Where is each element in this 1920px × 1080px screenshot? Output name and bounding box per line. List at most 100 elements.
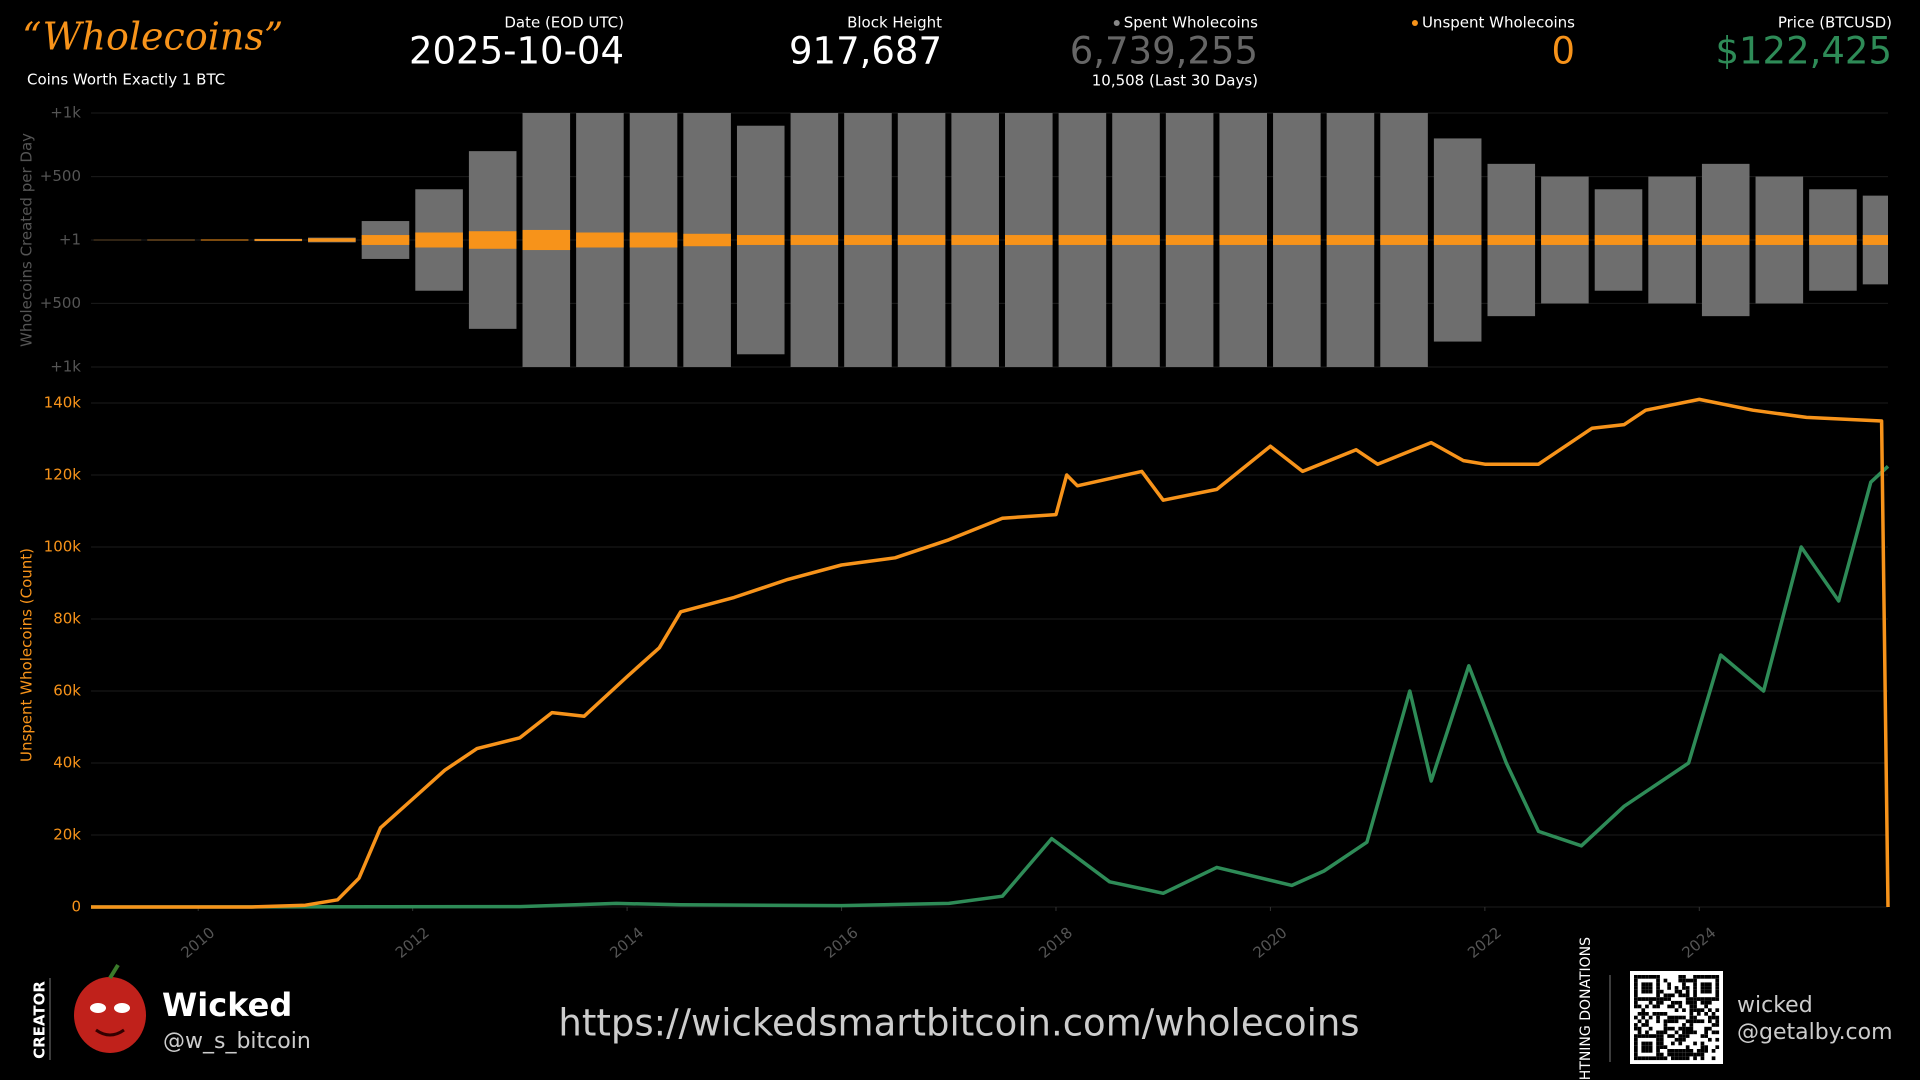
qr-cell bbox=[1674, 986, 1679, 990]
qr-cell bbox=[1682, 986, 1686, 990]
qr-cell bbox=[1637, 1026, 1642, 1031]
qr-cell bbox=[1693, 993, 1697, 998]
qr-cell bbox=[1663, 1023, 1668, 1027]
qr-cell bbox=[1659, 1045, 1664, 1049]
qr-cell bbox=[1656, 975, 1660, 979]
qr-cell bbox=[1682, 993, 1686, 998]
daily-bar bbox=[1273, 235, 1321, 245]
qr-cell bbox=[1645, 986, 1649, 990]
ln-domain: @getalby.com bbox=[1737, 1020, 1893, 1045]
qr-cell bbox=[1645, 1034, 1649, 1038]
daily-bar bbox=[254, 239, 303, 241]
daily-bar bbox=[1380, 235, 1428, 245]
qr-cell bbox=[1715, 1019, 1720, 1024]
qr-cell bbox=[1693, 978, 1697, 983]
qr-cell bbox=[1671, 1034, 1675, 1038]
daily-bar bbox=[468, 231, 517, 249]
qr-cell bbox=[1715, 1015, 1720, 1020]
stat-label: Date (EOD UTC) bbox=[504, 14, 624, 32]
qr-cell bbox=[1637, 997, 1642, 1001]
qr-cell bbox=[1689, 1015, 1694, 1020]
qr-cell bbox=[1693, 1019, 1697, 1024]
qr-cell bbox=[1663, 1045, 1668, 1049]
y-tick-label: +500 bbox=[40, 167, 81, 185]
stat-label: Price (BTCUSD) bbox=[1778, 14, 1892, 32]
qr-cell bbox=[1700, 1056, 1705, 1061]
qr-cell bbox=[1708, 1000, 1712, 1005]
qr-cell bbox=[1652, 1034, 1657, 1038]
stat-label: Block Height bbox=[847, 14, 942, 32]
qr-cell bbox=[1715, 978, 1720, 983]
qr-cell bbox=[1645, 1012, 1649, 1016]
qr-cell bbox=[1708, 986, 1712, 990]
qr-cell bbox=[1678, 1000, 1683, 1005]
qr-cell bbox=[1700, 1019, 1705, 1024]
qr-cell bbox=[1634, 1037, 1638, 1042]
qr-cell bbox=[1656, 1004, 1660, 1009]
qr-cell bbox=[1715, 1045, 1720, 1049]
qr-cell bbox=[1715, 975, 1720, 979]
stat-value: 2025-10-04 bbox=[409, 30, 624, 73]
qr-cell bbox=[1637, 1012, 1642, 1016]
qr-cell bbox=[1715, 1030, 1720, 1035]
qr-cell bbox=[1685, 978, 1690, 983]
qr-cell bbox=[1715, 986, 1720, 990]
url[interactable]: https://wickedsmartbitcoin.com/wholecoin… bbox=[558, 1002, 1359, 1045]
daily-bar bbox=[147, 239, 195, 241]
y-tick-label: +1k bbox=[50, 104, 81, 122]
qr-cell bbox=[1708, 1019, 1712, 1024]
qr-code[interactable] bbox=[1630, 971, 1723, 1064]
qr-cell bbox=[1708, 1037, 1712, 1042]
qr-cell bbox=[1678, 1004, 1683, 1009]
qr-cell bbox=[1645, 1019, 1649, 1024]
qr-cell bbox=[1671, 1000, 1675, 1005]
qr-cell bbox=[1667, 1026, 1671, 1031]
y-tick-label: 40k bbox=[53, 754, 81, 772]
qr-cell bbox=[1711, 997, 1716, 1001]
qr-cell bbox=[1648, 989, 1653, 994]
qr-cell bbox=[1634, 1026, 1638, 1031]
qr-cell bbox=[1645, 975, 1649, 979]
qr-cell bbox=[1704, 1012, 1708, 1016]
qr-cell bbox=[1682, 982, 1686, 987]
qr-cell bbox=[1648, 1049, 1653, 1053]
qr-cell bbox=[1696, 1008, 1701, 1012]
qr-cell bbox=[1700, 1034, 1705, 1038]
stat-value: 6,739,255 bbox=[1070, 30, 1258, 73]
qr-cell bbox=[1685, 1049, 1690, 1053]
qr-cell bbox=[1689, 1026, 1694, 1031]
qr-cell bbox=[1656, 993, 1660, 998]
qr-cell bbox=[1700, 1041, 1705, 1046]
daily-bar bbox=[200, 239, 249, 241]
qr-cell bbox=[1656, 1037, 1660, 1042]
qr-cell bbox=[1648, 986, 1653, 990]
daily-bar bbox=[951, 235, 999, 245]
qr-cell bbox=[1645, 1023, 1649, 1027]
qr-cell bbox=[1678, 989, 1683, 994]
qr-cell bbox=[1648, 1045, 1653, 1049]
qr-cell bbox=[1648, 1000, 1653, 1005]
qr-cell bbox=[1667, 1049, 1671, 1053]
qr-cell bbox=[1682, 1037, 1686, 1042]
qr-cell bbox=[1674, 1008, 1679, 1012]
qr-cell bbox=[1648, 982, 1653, 987]
qr-cell bbox=[1685, 993, 1690, 998]
qr-cell bbox=[1659, 1000, 1664, 1005]
qr-cell bbox=[1678, 1015, 1683, 1020]
qr-cell bbox=[1663, 1030, 1668, 1035]
qr-cell bbox=[1704, 1045, 1708, 1049]
qr-cell bbox=[1656, 982, 1660, 987]
qr-cell bbox=[1648, 975, 1653, 979]
qr-cell bbox=[1685, 1056, 1690, 1061]
qr-cell bbox=[1671, 1056, 1675, 1061]
qr-cell bbox=[1715, 1008, 1720, 1012]
qr-cell bbox=[1674, 1049, 1679, 1053]
qr-cell bbox=[1641, 1034, 1646, 1038]
qr-cell bbox=[1693, 1030, 1697, 1035]
qr-cell bbox=[1700, 982, 1705, 987]
qr-cell bbox=[1715, 989, 1720, 994]
qr-cell bbox=[1700, 1008, 1705, 1012]
qr-cell bbox=[1634, 1034, 1638, 1038]
qr-cell bbox=[1689, 1004, 1694, 1009]
qr-cell bbox=[1645, 1056, 1649, 1061]
